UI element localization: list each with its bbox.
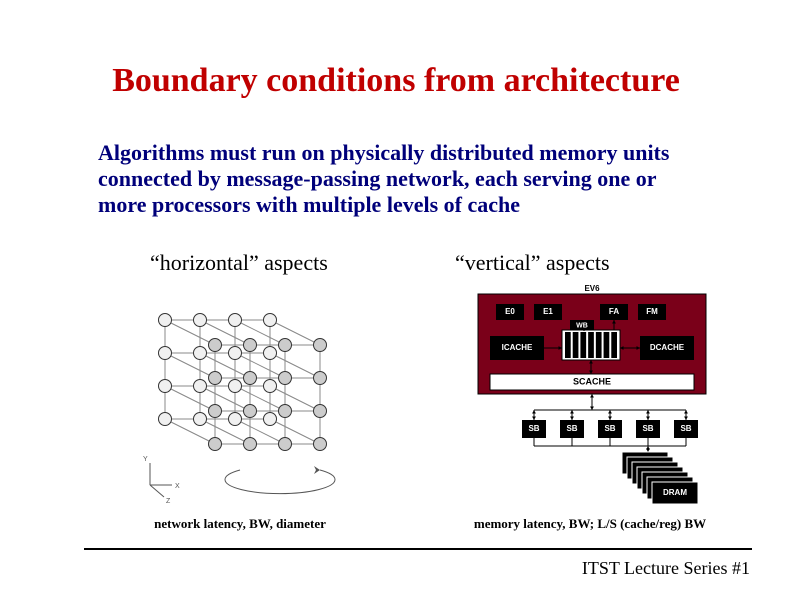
svg-text:SB: SB [642, 424, 653, 433]
svg-text:FM: FM [646, 307, 658, 316]
left-caption: network latency, BW, diameter [100, 516, 380, 532]
slide-title: Boundary conditions from architecture [0, 62, 792, 100]
svg-text:Z: Z [166, 498, 171, 505]
svg-text:DRAM: DRAM [663, 488, 687, 497]
svg-text:SB: SB [528, 424, 539, 433]
svg-text:SB: SB [566, 424, 577, 433]
footer-text: ITST Lecture Series #1 [582, 558, 750, 579]
slide-body: Algorithms must run on physically distri… [98, 140, 698, 218]
svg-text:X: X [175, 483, 180, 490]
lattice-diagram: X Y Z [130, 290, 380, 505]
svg-text:SB: SB [604, 424, 615, 433]
right-column-heading: “vertical” aspects [455, 250, 610, 276]
svg-text:SB: SB [680, 424, 691, 433]
svg-text:FA: FA [609, 307, 619, 316]
svg-text:EV6: EV6 [584, 284, 600, 293]
architecture-diagram: EV6 E0 E1 FA FM WB ICACHE DCACHE SCACHE SB SB SB SB S… [462, 282, 732, 507]
lattice-svg: X Y Z [130, 290, 380, 505]
svg-text:Y: Y [143, 456, 148, 463]
svg-text:E0: E0 [505, 307, 515, 316]
architecture-svg: EV6 E0 E1 FA FM WB ICACHE DCACHE SCACHE SB SB SB SB S… [462, 282, 732, 507]
right-caption: memory latency, BW; L/S (cache/reg) BW [430, 516, 750, 532]
svg-text:DCACHE: DCACHE [650, 343, 685, 352]
svg-text:ICACHE: ICACHE [502, 343, 533, 352]
svg-text:WB: WB [576, 322, 588, 329]
footer-divider [84, 548, 752, 550]
svg-text:E1: E1 [543, 307, 553, 316]
left-column-heading: “horizontal” aspects [150, 250, 328, 276]
svg-text:SCACHE: SCACHE [573, 376, 611, 386]
